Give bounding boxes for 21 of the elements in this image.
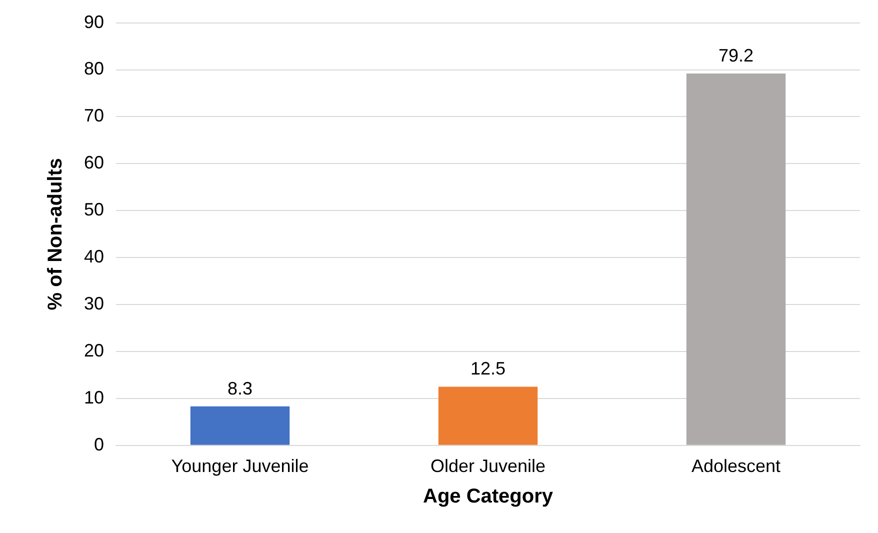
x-axis-title: Age Category — [422, 486, 554, 508]
bar — [438, 386, 538, 445]
y-axis-title: % of Non-adults — [44, 158, 67, 310]
y-tick-label: 30 — [84, 294, 104, 314]
y-tick-label: 50 — [84, 200, 104, 220]
y-tick-label: 80 — [84, 58, 104, 79]
x-tick-label: Adolescent — [691, 456, 781, 476]
y-tick-label: 10 — [84, 387, 104, 408]
bar — [686, 74, 786, 445]
x-tick-label: Older Juvenile — [430, 456, 546, 476]
y-tick-label: 40 — [84, 246, 104, 267]
y-tick-label: 90 — [84, 12, 104, 32]
y-tick-label: 60 — [84, 152, 104, 173]
data-label: 8.3 — [228, 378, 253, 398]
data-label: 12.5 — [470, 358, 506, 379]
data-label: 79.2 — [718, 45, 754, 66]
x-tick-label: Younger Juvenile — [171, 456, 309, 476]
bar — [190, 406, 290, 445]
y-tick-label: 0 — [94, 434, 104, 454]
y-tick-label: 70 — [84, 106, 104, 126]
y-tick-label: 20 — [84, 340, 104, 360]
